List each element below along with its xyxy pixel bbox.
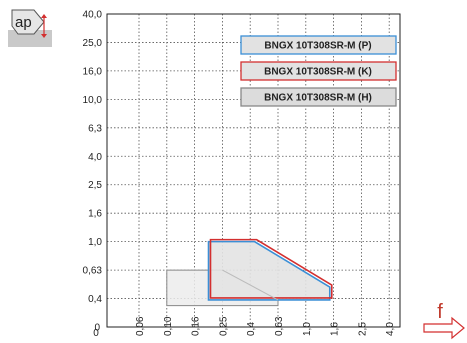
legend-label: BNGX 10T308SR-M (H): [264, 93, 372, 104]
series-inner-edge: [222, 269, 279, 301]
y-tick-label: 1,6: [88, 209, 102, 220]
y-tick-label: 0: [94, 323, 100, 334]
y-axis-label: ap: [15, 14, 32, 31]
y-tick-label: 2,5: [88, 180, 102, 191]
depth-of-cut-icon: ap: [6, 9, 52, 48]
legend-label: BNGX 10T308SR-M (P): [264, 41, 371, 52]
plot-frame: [106, 13, 401, 328]
x-tick-label: 0,63: [274, 316, 285, 336]
legend-entry: BNGX 10T308SR-M (P): [240, 35, 397, 55]
x-axis-label: f: [437, 301, 443, 323]
x-tick-label: 0,25: [218, 316, 229, 336]
arrow-right-icon: [423, 316, 465, 340]
x-tick-label: 0,06: [135, 316, 146, 336]
x-tick-label: 1,6: [330, 322, 341, 336]
legend-entry: BNGX 10T308SR-M (H): [240, 87, 397, 107]
y-tick-label: 25,0: [83, 38, 103, 49]
x-tick-label: 1,0: [302, 322, 313, 336]
legend-swatch: [240, 61, 397, 81]
x-origin-label: 0: [93, 328, 99, 339]
y-tick-label: 0,63: [83, 266, 103, 277]
series-area-0: [207, 240, 331, 301]
x-tick-label: 0,4: [246, 322, 257, 336]
legend-entry: BNGX 10T308SR-M (K): [240, 61, 397, 81]
y-tick-label: 0,4: [88, 294, 102, 305]
chart-legend: BNGX 10T308SR-M (P) BNGX 10T308SR-M (K) BN…: [240, 35, 397, 107]
legend-swatch: [240, 87, 397, 107]
y-tick-label: 4,0: [88, 152, 102, 163]
x-tick-label: 0,16: [191, 316, 202, 336]
series-area-1: [209, 238, 333, 299]
chart-axes: 40,025,016,010,06,34,02,51,61,00,630,40 0…: [83, 10, 401, 339]
x-axis-label-group: f: [423, 301, 465, 340]
x-tick-label: 0,10: [163, 316, 174, 336]
y-tick-label: 6,3: [88, 123, 102, 134]
y-tick-label: 10,0: [83, 95, 103, 106]
legend-swatch: [240, 35, 397, 55]
legend-label: BNGX 10T308SR-M (K): [264, 67, 372, 78]
chart-series: [166, 238, 333, 307]
y-tick-label: 1,0: [88, 237, 102, 248]
x-tick-label: 4,0: [385, 322, 396, 336]
y-tick-label: 16,0: [83, 66, 103, 77]
y-tick-label: 40,0: [83, 10, 103, 21]
x-tick-label: 2,5: [357, 322, 368, 336]
